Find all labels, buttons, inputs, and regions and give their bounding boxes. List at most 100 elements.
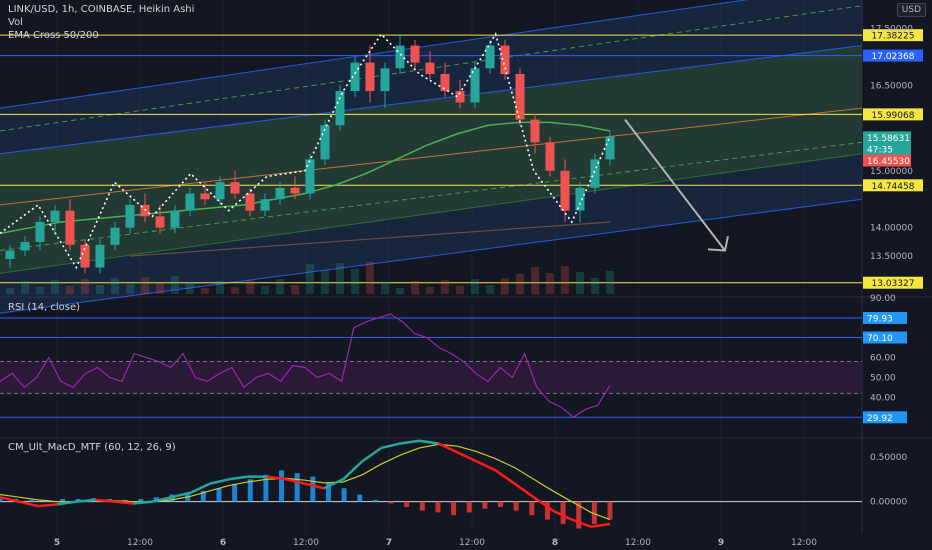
price-tick-label: 13.50000	[870, 252, 913, 262]
macd-histogram-bar	[60, 498, 66, 502]
channel-line	[0, 198, 863, 314]
x-tick-label: 9	[718, 538, 724, 548]
candle-body	[410, 45, 420, 63]
volume-bar	[186, 282, 194, 294]
candle-body	[530, 119, 540, 143]
volume-bar	[501, 278, 509, 294]
candle-body	[275, 187, 285, 200]
rsi-level-tag-label: 29.92	[867, 414, 893, 424]
candle-body	[95, 244, 105, 268]
candle-body	[560, 170, 570, 211]
macd-line-segment	[419, 439, 439, 445]
volume-bar	[36, 287, 44, 294]
x-tick-label: 12:00	[459, 538, 485, 548]
candle-body	[440, 74, 450, 92]
volume-bar	[336, 263, 344, 294]
macd-line-segment	[494, 469, 516, 485]
level-tag-label: 17.02368	[872, 52, 915, 62]
price-tag-label: 15.58631	[867, 134, 910, 144]
macd-line-segment	[323, 478, 344, 490]
macd-line-segment	[476, 460, 497, 472]
candle-body	[425, 62, 435, 74]
currency-badge[interactable]: USD	[896, 3, 926, 17]
candle-body	[350, 62, 360, 92]
macd-histogram-bar	[294, 473, 300, 502]
price-tag-bg	[863, 131, 911, 144]
macd-line-segment	[114, 500, 134, 505]
candle-body	[395, 45, 405, 69]
macd-histogram-bar	[325, 481, 331, 502]
level-tag: 17.02368	[863, 49, 923, 62]
macd-line-segment	[400, 439, 420, 445]
macd-line-segment	[533, 496, 554, 512]
channel-line	[0, 153, 863, 274]
volume-bar	[471, 279, 479, 294]
macd-line-segment	[133, 500, 153, 505]
macd-line-segment	[513, 482, 535, 499]
macd-line-segment	[552, 509, 573, 521]
volume-bar	[381, 282, 389, 294]
volume-bar	[291, 285, 299, 294]
macd-histogram-bar	[529, 501, 535, 516]
macd-line-segment	[285, 478, 306, 485]
x-tick-label: 12:00	[791, 538, 817, 548]
macd-line-segment	[571, 518, 592, 528]
price-tag: 15.58631	[863, 131, 911, 144]
macd-histogram-bar	[591, 501, 597, 525]
macd-histogram-bar	[451, 501, 457, 516]
volume-bar	[21, 281, 29, 294]
rsi-level-tag-label: 70.10	[867, 334, 893, 344]
x-tick-label: 8	[552, 538, 558, 548]
rsi-level-tag-bg	[863, 311, 907, 324]
level-tag: 17.38225	[863, 29, 923, 42]
macd-histogram-bar	[404, 501, 410, 508]
price-tag-label: 47:35	[867, 146, 893, 156]
volume-bar	[306, 264, 314, 294]
vol-label: Vol	[8, 17, 23, 28]
macd-histogram-bar	[372, 499, 378, 502]
candle-body	[260, 199, 270, 211]
volume-bar	[531, 267, 539, 294]
level-tag-bg	[863, 276, 923, 289]
macd-line-segment	[361, 446, 382, 463]
candle-body	[245, 193, 255, 211]
channel-line	[0, 141, 863, 251]
macd-line-segment	[171, 491, 191, 499]
level-tag-bg	[863, 29, 923, 42]
candle-body	[230, 182, 240, 194]
candle-body	[5, 250, 15, 259]
volume-bar	[126, 284, 134, 294]
x-tick-label: 12:00	[293, 538, 319, 548]
volume-bar	[486, 285, 494, 294]
volume-bar	[276, 279, 284, 294]
volume-bar	[546, 273, 554, 294]
macd-histogram-bar	[419, 501, 425, 511]
level-tag-label: 14.74458	[872, 182, 915, 192]
x-tick-label: 6	[220, 538, 226, 548]
candle-body	[170, 210, 180, 228]
x-tick-label: 5	[54, 538, 60, 548]
volume-bar	[6, 288, 14, 294]
level-tag-label: 13.03327	[872, 279, 915, 289]
volume-bar	[246, 280, 254, 294]
symbol-legend: LINK/USD, 1h, COINBASE, Heikin Ashi Vol …	[8, 3, 194, 42]
candle-body	[590, 159, 600, 188]
volume-bar	[591, 278, 599, 294]
macd-line-segment	[342, 460, 364, 481]
macd-legend: CM_Ult_MacD_MTF (60, 12, 26, 9)	[8, 442, 176, 453]
macd-histogram-bar	[576, 501, 582, 529]
volume-bar	[426, 287, 434, 294]
rsi-level-tag-label: 79.93	[867, 314, 893, 324]
volume-bar	[606, 271, 614, 294]
channel-line	[0, 107, 863, 206]
macd-line-segment	[209, 478, 230, 485]
candle-body	[185, 193, 195, 211]
macd-line-segment	[228, 475, 248, 481]
forecast-arrow	[624, 118, 726, 252]
candle-body	[365, 62, 375, 92]
volume-bar	[351, 269, 359, 294]
forecast-arrow-head	[707, 236, 729, 252]
macd-line-segment	[18, 500, 39, 508]
candle-body	[65, 210, 75, 245]
